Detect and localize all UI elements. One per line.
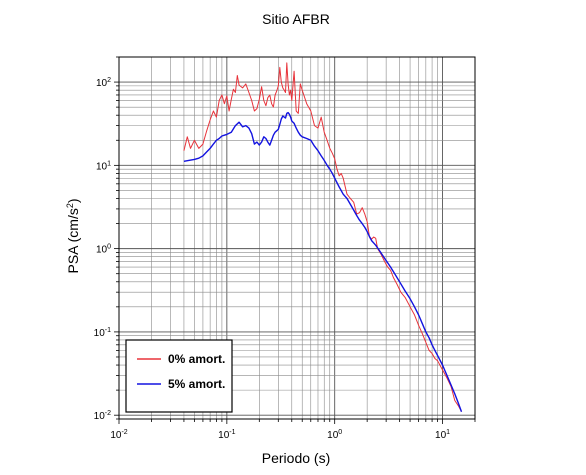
y-tick-label-base: 10	[94, 411, 106, 422]
x-axis-label: Periodo (s)	[262, 450, 330, 466]
x-tick-label-exp: 1	[446, 429, 450, 436]
legend-label-0: 0% amort.	[168, 352, 225, 366]
series-layer	[183, 62, 463, 412]
y-tick-label-base: 10	[96, 245, 108, 256]
x-tick-label-exp: 0	[338, 429, 342, 436]
x-tick-label-exp: -1	[229, 429, 235, 436]
plot-frame	[118, 56, 476, 420]
y-tick-label-exp: 2	[107, 77, 111, 84]
x-tick-label-base: 10	[218, 430, 230, 441]
y-axis-label-base: PSA (cm/s	[65, 208, 81, 273]
y-tick-label: 102	[96, 77, 111, 89]
x-tick-label-base: 10	[435, 430, 447, 441]
legend: 0% amort. 5% amort.	[125, 339, 233, 413]
y-tick-label-base: 10	[96, 78, 108, 89]
y-tick-label-exp: 1	[107, 160, 111, 167]
series-line-1	[183, 111, 463, 412]
x-tick-label: 10-2	[110, 429, 127, 441]
y-tick-label: 10-1	[94, 327, 111, 339]
y-tick-label-exp: -1	[105, 327, 111, 334]
y-tick-label-base: 10	[94, 328, 106, 339]
x-tick-label-base: 10	[327, 430, 339, 441]
x-tick-label-base: 10	[110, 430, 122, 441]
y-tick-label-exp: 0	[107, 244, 111, 251]
x-tick-label: 10-1	[218, 429, 235, 441]
legend-box	[125, 339, 233, 413]
y-axis-label: PSA (cm/s2)	[65, 198, 81, 273]
x-tick-label: 100	[327, 429, 342, 441]
y-tick-label: 101	[96, 160, 111, 172]
y-axis-label-end: )	[65, 198, 81, 203]
x-tick-label-exp: -2	[121, 429, 127, 436]
chart-title: Sitio AFBR	[262, 11, 330, 27]
legend-label-1: 5% amort.	[168, 377, 225, 391]
y-tick-label-exp: -2	[105, 410, 111, 417]
y-tick-label: 100	[96, 244, 111, 256]
series-line-0	[183, 62, 462, 412]
y-axis-label-sup: 2	[65, 203, 75, 208]
y-tick-label: 10-2	[94, 410, 111, 422]
x-tick-label: 101	[435, 429, 450, 441]
grid	[118, 56, 476, 420]
y-tick-label-base: 10	[96, 161, 108, 172]
